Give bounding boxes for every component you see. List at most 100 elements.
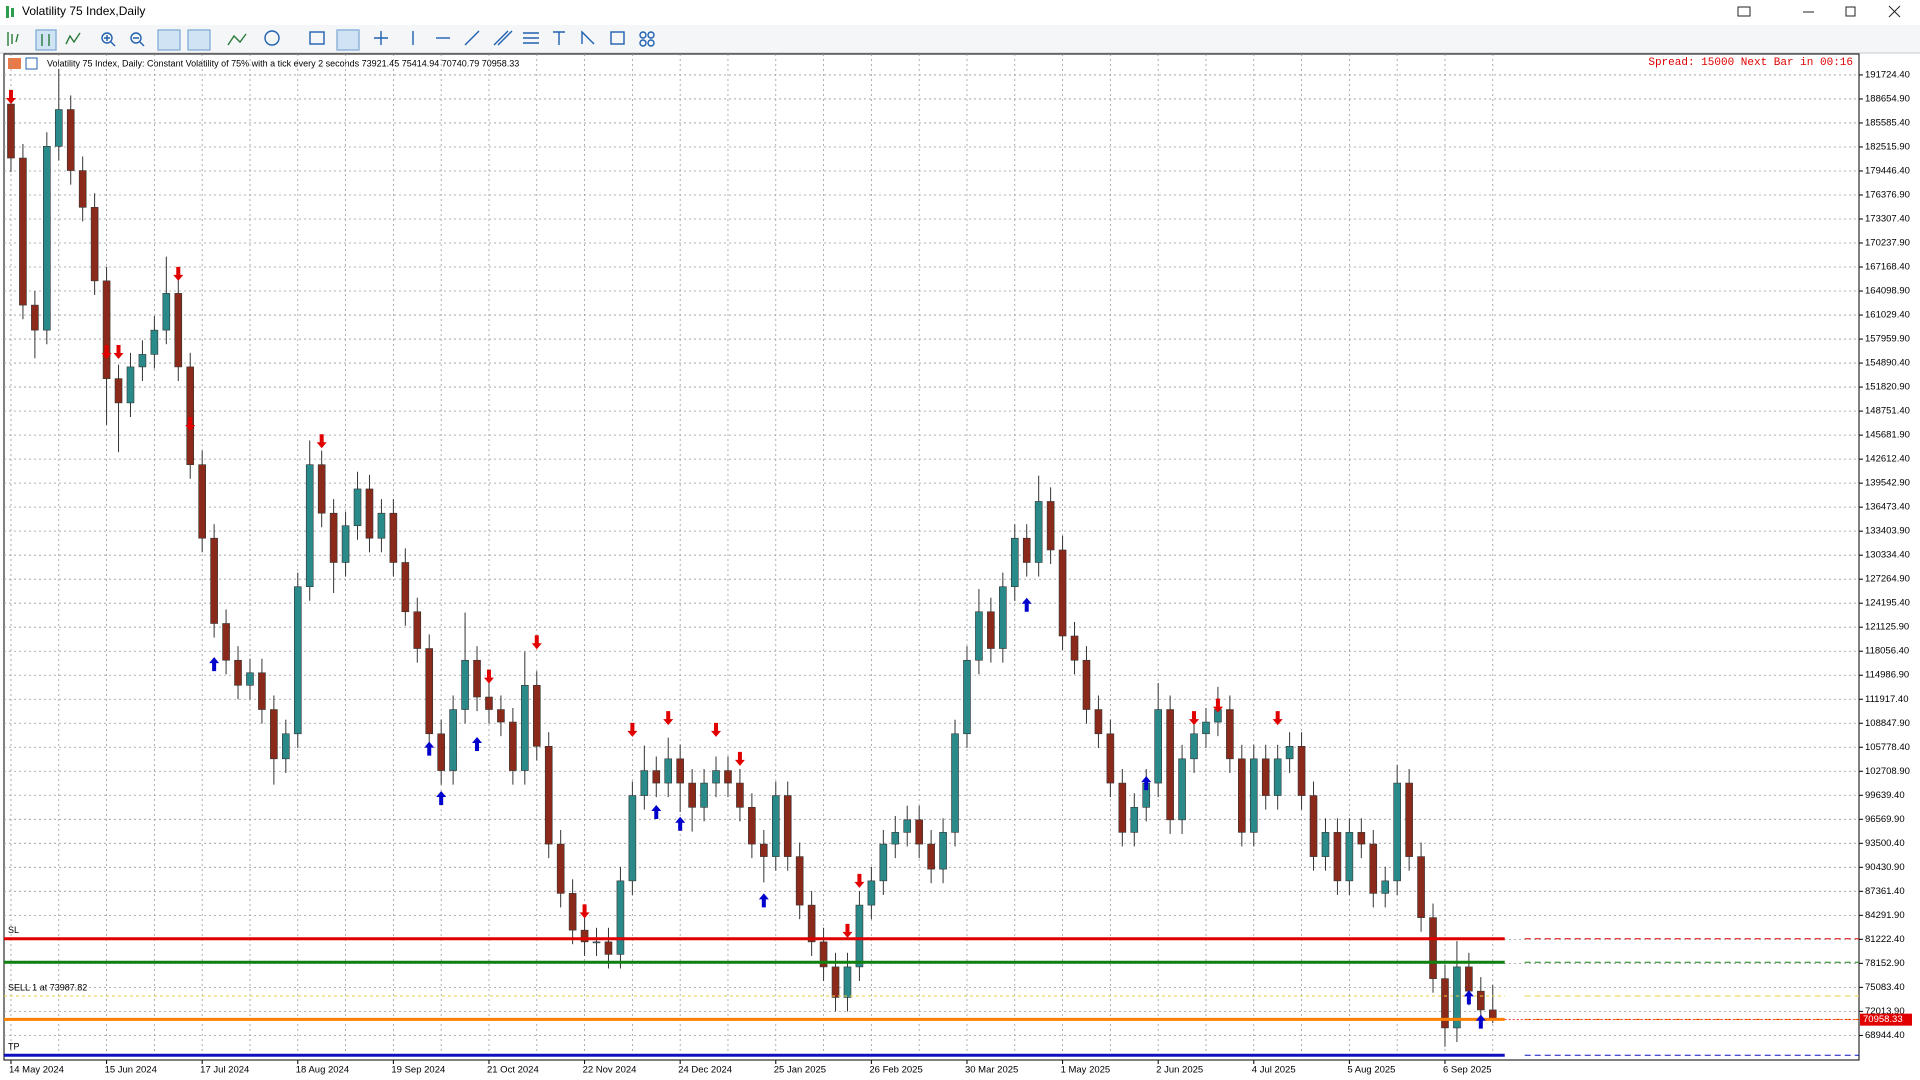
buy-arrow — [651, 805, 662, 820]
candle-body — [246, 672, 254, 686]
candle-body — [795, 856, 804, 906]
candle-body — [305, 464, 314, 588]
zoom-in-tool[interactable] — [101, 32, 113, 44]
candle-body — [138, 354, 147, 368]
candle-body — [556, 843, 565, 894]
candle-body — [1369, 843, 1378, 894]
y-tick-label: 102708.90 — [1865, 766, 1910, 777]
candle-body — [1465, 966, 1473, 992]
y-tick-label: 167168.40 — [1865, 262, 1910, 273]
candle-body — [855, 904, 864, 968]
y-tick-label: 121125.90 — [1865, 622, 1909, 633]
candle-body — [1130, 807, 1139, 833]
sell-arrow — [663, 711, 674, 726]
y-tick-label: 148751.40 — [1865, 406, 1910, 417]
candle-body — [1297, 746, 1306, 796]
candle-body — [843, 966, 852, 998]
y-tick-label: 161029.40 — [1865, 310, 1910, 321]
trend-line-tool[interactable] — [464, 30, 480, 46]
y-tick-label: 145681.90 — [1865, 430, 1910, 441]
y-tick-label: 78152.90 — [1865, 958, 1905, 969]
candle-body — [640, 770, 649, 796]
candle-body — [509, 721, 517, 771]
cursor-tool[interactable] — [336, 29, 360, 51]
y-tick-label: 68944.40 — [1865, 1030, 1905, 1041]
candle-body — [329, 512, 338, 563]
fibo-tool[interactable] — [523, 32, 539, 44]
x-tick-label: 30 Mar 2025 — [965, 1065, 1018, 1076]
candle-body — [7, 103, 15, 159]
y-tick-label: 176376.90 — [1865, 190, 1910, 201]
candle-body — [1226, 709, 1234, 760]
candle-body — [724, 770, 732, 784]
y-tick-label: 75083.40 — [1865, 982, 1905, 993]
candle-body — [1070, 635, 1079, 661]
y-tick-label: 90430.90 — [1865, 862, 1905, 873]
candle-body — [78, 170, 87, 208]
y-tick-label: 111917.40 — [1865, 694, 1909, 705]
bar-chart-tool[interactable] — [7, 32, 19, 46]
candle-body — [688, 782, 696, 808]
candle-body — [293, 586, 302, 735]
candle-body — [664, 758, 673, 784]
x-tick-label: 15 Jun 2024 — [105, 1065, 157, 1076]
buy-arrow — [1463, 990, 1474, 1005]
candle-body — [915, 819, 923, 845]
x-tick-label: 14 May 2024 — [9, 1065, 64, 1076]
trade-level-label: SL — [8, 925, 19, 935]
candle-body — [604, 941, 613, 955]
arrow-tool[interactable] — [581, 30, 595, 45]
y-tick-label: 164098.90 — [1865, 286, 1910, 297]
objects-tool[interactable] — [639, 31, 647, 39]
y-tick-label: 130334.40 — [1865, 550, 1910, 561]
x-tick-label: 17 Jul 2024 — [200, 1065, 249, 1076]
close-button[interactable] — [1888, 5, 1901, 18]
snap-button[interactable] — [1737, 6, 1751, 17]
periods-tool[interactable] — [264, 30, 280, 46]
zoom-out-tool[interactable] — [130, 32, 142, 44]
autoscroll-tool[interactable] — [157, 29, 181, 51]
plot-area — [3, 53, 1860, 1061]
buy-arrow — [436, 790, 447, 805]
maximize-button[interactable] — [1845, 6, 1856, 17]
window-controls[interactable] — [1737, 5, 1901, 18]
candle-body — [401, 562, 410, 613]
candle-body — [760, 843, 768, 857]
y-tick-label: 124195.40 — [1865, 598, 1910, 609]
last-price-box — [1860, 1013, 1912, 1026]
line-chart-tool[interactable] — [65, 32, 81, 45]
candle-chart-tool[interactable] — [35, 29, 57, 51]
shapes-tool[interactable] — [610, 31, 625, 45]
candle-body — [1034, 501, 1043, 563]
y-tick-label: 142612.40 — [1865, 454, 1910, 465]
candle-body — [963, 659, 971, 735]
y-tick-label: 96569.90 — [1865, 814, 1905, 825]
candle-body — [19, 157, 27, 306]
y-tick-label: 105778.40 — [1865, 742, 1910, 753]
sell-arrow — [1272, 711, 1283, 726]
candle-body — [1261, 758, 1270, 796]
chart-layer: 68944.40 72013.90 75083.40 78152.90 81222.40… — [4, 54, 1912, 1076]
x-tick-label: 24 Dec 2024 — [678, 1065, 732, 1076]
crosshair-tool[interactable] — [374, 31, 388, 45]
candle-body — [1285, 746, 1294, 760]
candle-body — [461, 659, 469, 710]
text-tool[interactable] — [553, 31, 565, 45]
zoom-in-glyph — [104, 35, 116, 47]
candle-body — [628, 795, 637, 882]
candle-body — [783, 795, 792, 857]
candle-body — [341, 525, 350, 563]
chart-shift-tool[interactable] — [187, 29, 211, 51]
y-tick-label: 133403.90 — [1865, 526, 1910, 537]
candle-body — [831, 966, 840, 998]
sell-arrow — [185, 417, 196, 432]
candle-body — [1333, 832, 1342, 882]
sell-arrow — [854, 873, 865, 888]
channel-tool[interactable] — [493, 30, 513, 46]
candle-body — [43, 146, 51, 331]
indicators-tool[interactable] — [227, 33, 247, 46]
chart-info: Volatility 75 Index, Daily: Constant Vol… — [47, 58, 519, 68]
screenshot-tool[interactable] — [309, 31, 325, 45]
last-price-label: 70958.33 — [1863, 1014, 1903, 1025]
y-tick-label: 108847.90 — [1865, 718, 1910, 729]
